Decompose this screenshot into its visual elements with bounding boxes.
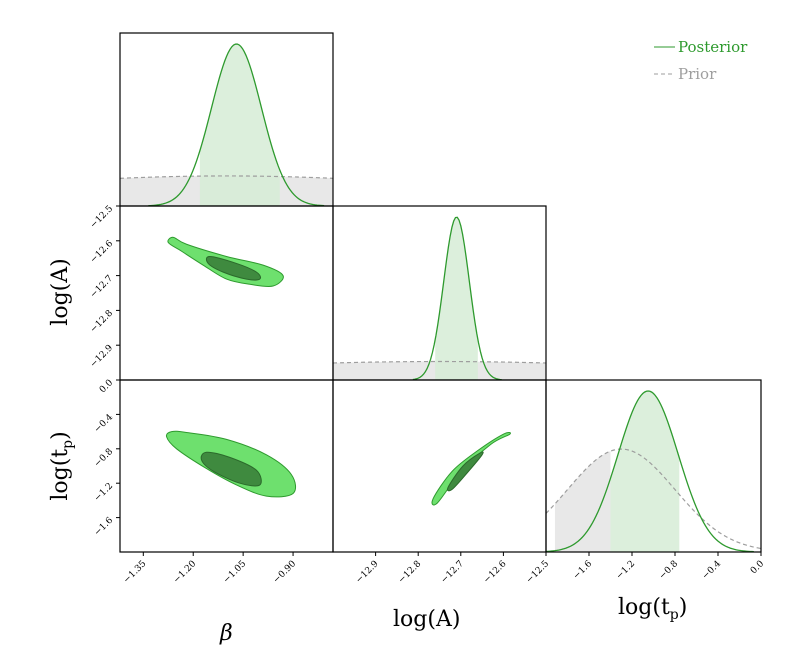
posterior-curve-logA — [412, 216, 502, 381]
x-ticks-logA: −12.9 −12.8 −12.7 −12.6 −12.5 — [354, 552, 551, 586]
marginal-panel-logtp — [545, 379, 762, 553]
x-ticks-logtp: −1.6 −1.2 −0.8 −0.4 0.0 — [572, 552, 766, 582]
x-tick-label: −12.7 — [439, 559, 466, 586]
contour-inner-logA-logtp — [446, 451, 484, 492]
posterior-curve-beta — [148, 43, 325, 207]
contour-frame-beta-logA — [119, 205, 334, 381]
marginal-panel-beta — [119, 32, 334, 207]
posterior-interval-fill-logtp — [610, 390, 680, 552]
posterior-curve-logtp — [545, 390, 754, 553]
contour-panel-logA-logtp — [332, 379, 547, 553]
y-axis-label-logtp-text: log(tp) — [48, 431, 76, 500]
x-tick-label: −12.8 — [397, 559, 424, 586]
x-axis-label-logA: log(A) — [393, 607, 460, 632]
y-axis-label-logA-text: log(A) — [48, 258, 73, 325]
x-axis-label-beta: β — [219, 621, 233, 646]
y-tick-label: −1.6 — [93, 515, 116, 538]
y-tick-label: −0.4 — [93, 412, 116, 435]
y-tick-label: −12.7 — [89, 273, 116, 300]
prior-curve-logA — [332, 360, 547, 364]
y-tick-label: −12.9 — [89, 343, 116, 370]
posterior-interval-fill-logA — [435, 217, 478, 380]
prior-interval-fill-logtp — [554, 451, 611, 552]
legend-posterior-label: Posterior — [678, 38, 748, 56]
x-tick-label: −1.35 — [122, 559, 149, 586]
y-axis-label-logtp: log(tp) — [48, 431, 76, 500]
x-axis-label-logA-text: log(A) — [393, 607, 460, 632]
x-tick-label: 0.0 — [749, 559, 766, 576]
x-axis-label-logtp: log(tp) — [618, 595, 687, 623]
posterior-interval-fill-beta — [199, 44, 280, 207]
y-tick-label: −12.5 — [89, 204, 116, 231]
y-tick-label: −0.8 — [93, 447, 116, 470]
x-tick-label: −1.20 — [172, 559, 199, 586]
x-tick-label: −1.2 — [615, 559, 638, 582]
contour-inner-beta-logA — [205, 255, 262, 281]
y-ticks-logtp: 0.0 −0.4 −0.8 −1.2 −1.6 — [93, 378, 120, 538]
x-tick-label: −0.90 — [272, 559, 299, 586]
x-tick-label: −0.8 — [658, 559, 681, 582]
y-tick-label: −12.6 — [89, 239, 116, 266]
x-tick-label: −12.6 — [482, 559, 509, 586]
y-ticks-logA: −12.5 −12.6 −12.7 −12.8 −12.9 — [89, 204, 120, 370]
x-axis-label-logtp-text: log(tp) — [618, 595, 687, 623]
contour-panel-beta-logtp — [119, 379, 334, 553]
x-tick-label: −12.9 — [354, 559, 381, 586]
contour-frame-logA-logtp — [332, 379, 547, 553]
y-tick-label: 0.0 — [98, 378, 115, 395]
marginal-panel-logA — [332, 205, 547, 381]
x-tick-label: −1.05 — [222, 559, 249, 586]
contour-outer-logA-logtp — [431, 432, 511, 506]
legend-prior-label: Prior — [678, 65, 717, 83]
x-tick-label: −1.6 — [572, 559, 595, 582]
prior-curve-beta — [119, 175, 334, 179]
legend: Posterior Prior — [654, 38, 748, 83]
contour-inner-beta-logtp — [200, 451, 262, 487]
y-axis-label-logA: log(A) — [48, 258, 73, 325]
x-tick-label: −0.4 — [701, 559, 724, 582]
y-tick-label: −1.2 — [93, 481, 116, 504]
x-ticks-beta: −1.35 −1.20 −1.05 −0.90 — [122, 552, 299, 586]
contour-panel-beta-logA — [119, 205, 334, 381]
y-tick-label: −12.8 — [89, 308, 116, 335]
x-tick-label: −12.5 — [525, 559, 552, 586]
prior-curve-logtp — [545, 448, 762, 550]
